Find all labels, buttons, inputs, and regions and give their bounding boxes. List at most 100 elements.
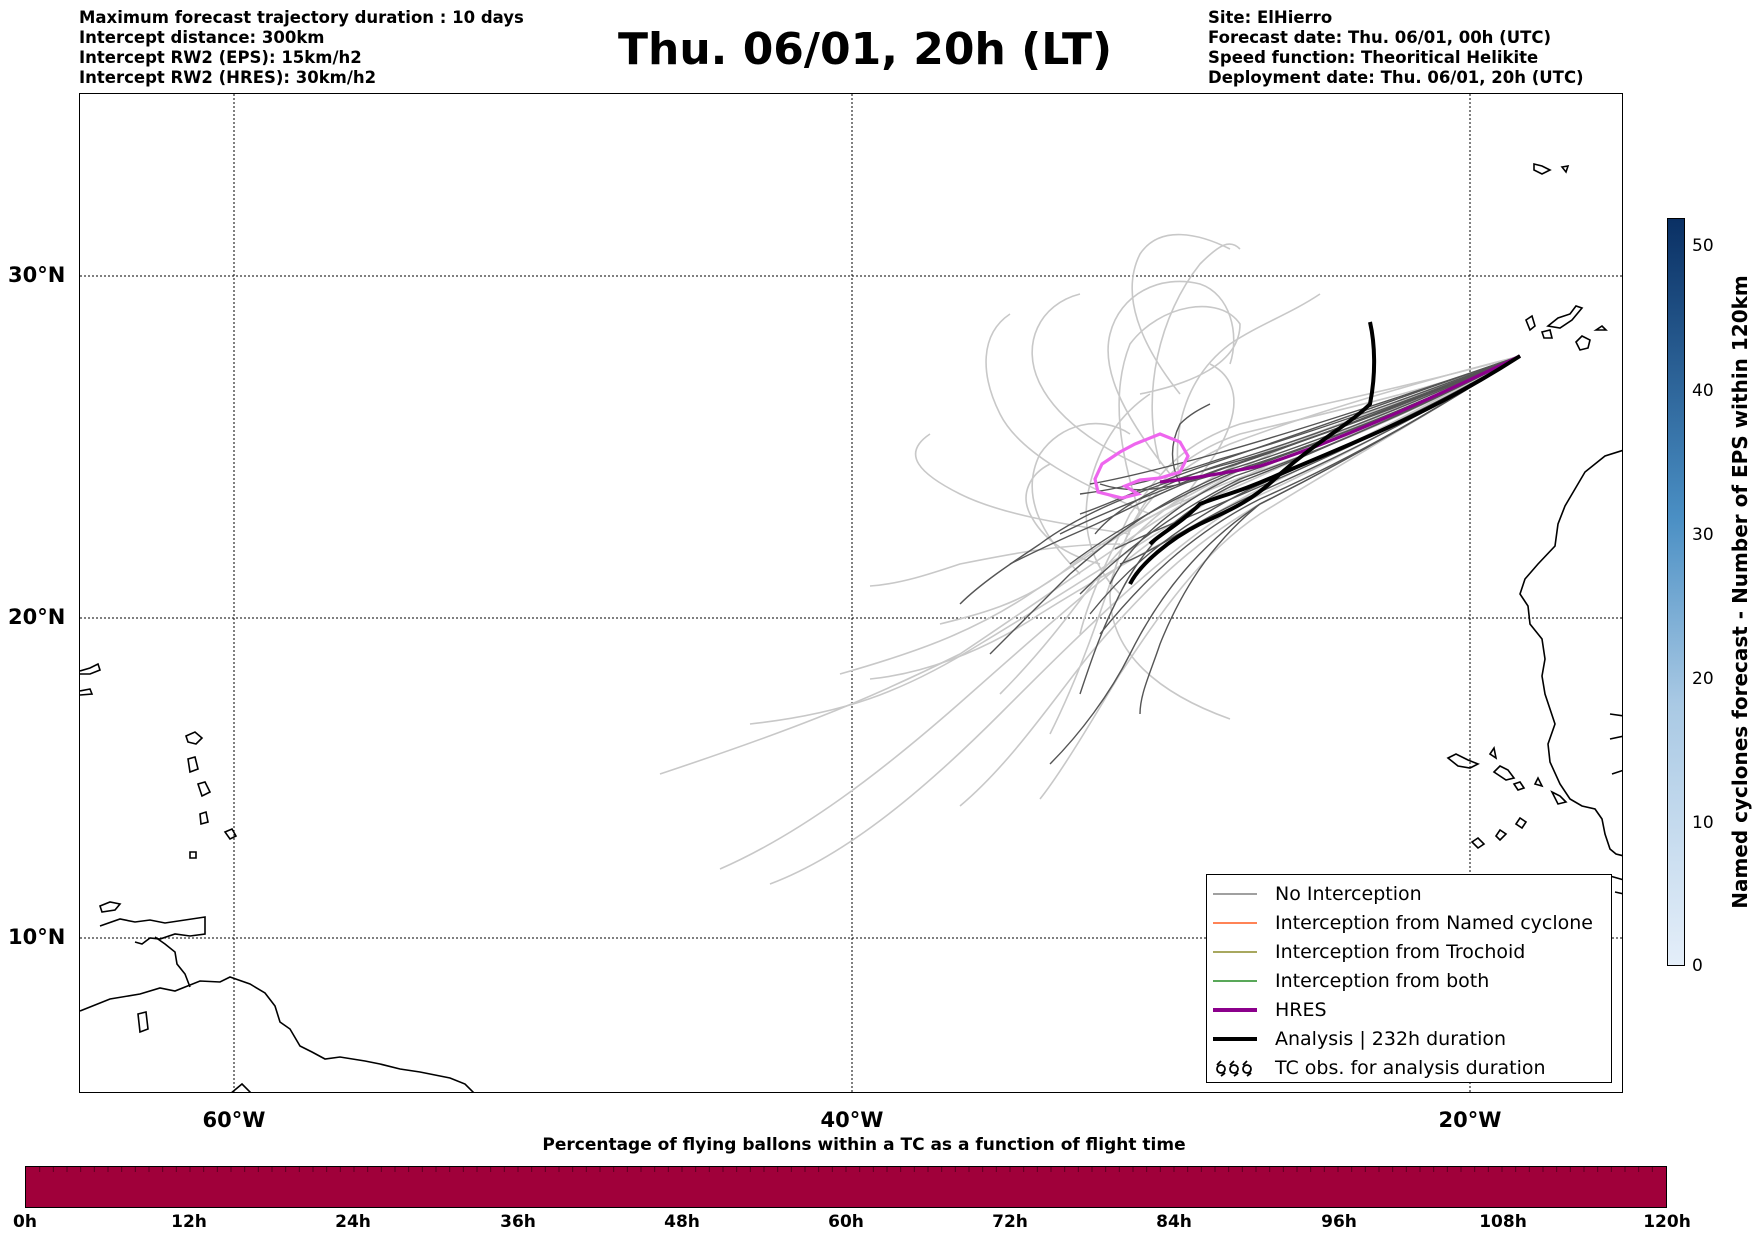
colorbar-tick-50: 50 [1692, 236, 1714, 256]
legend-item-tc-obs: TC obs. for analysis duration [1207, 1053, 1611, 1082]
eps-trajectories-dark [959, 355, 1521, 765]
hbar-tick-48h: 48h [664, 1212, 700, 1232]
coast-africa-details [1609, 713, 1622, 775]
info-max-duration: Maximum forecast trajectory duration : 1… [79, 8, 524, 27]
info-intercept-distance: Intercept distance: 300km [79, 28, 325, 47]
island-hispaniola-edge [80, 662, 101, 675]
coast-venezuela [99, 916, 206, 945]
island-st-lucia [199, 810, 209, 826]
legend-item-analysis: Analysis | 232h duration [1207, 1024, 1611, 1053]
coast-south-america [80, 976, 475, 1092]
legend-label-both: Interception from both [1275, 969, 1490, 992]
coastlines [80, 162, 1622, 1092]
eps-traj-10 [999, 355, 1521, 695]
island-puerto-rico-edge [80, 688, 94, 696]
colorbar-tick-20: 20 [1692, 669, 1714, 689]
hbar-tick-120h: 120h [1643, 1212, 1691, 1232]
eps-traj-24 [1176, 293, 1321, 485]
eps-traj-17 [1031, 293, 1161, 475]
hbar-tick-0h: 0h [13, 1212, 37, 1232]
lon-label-60: 60°W [202, 1108, 266, 1132]
info-intercept-hres: Intercept RW2 (HRES): 30km/h2 [79, 68, 377, 87]
hbar-tick-60h: 60h [828, 1212, 864, 1232]
eps-dark-16 [1099, 355, 1521, 491]
island-cape-verde-b [1512, 781, 1526, 791]
island-grenadines [223, 827, 238, 841]
eps-dark-19 [1171, 403, 1211, 485]
eps-dark-6 [1099, 355, 1521, 635]
hbar-tick-72h: 72h [992, 1212, 1028, 1232]
colorbar-tick-30: 30 [1692, 525, 1714, 545]
eps-traj-12 [1109, 355, 1521, 720]
eps-traj-4 [749, 355, 1521, 725]
eps-dark-8 [1139, 355, 1521, 715]
legend-label-analysis: Analysis | 232h duration [1275, 1027, 1507, 1050]
island-cape-verde-a [1492, 765, 1516, 781]
island-gomera [1540, 329, 1554, 339]
eps-traj-14 [1131, 233, 1231, 395]
island-coast-a [137, 1011, 149, 1034]
island-cape-verde-f [1514, 816, 1528, 830]
island-cape-verde-h [1494, 828, 1508, 842]
eps-traj-21 [1107, 280, 1235, 475]
island-tenerife [1546, 305, 1584, 329]
legend-item-both: Interception from both [1207, 966, 1611, 995]
island-guadeloupe [185, 731, 204, 745]
tc-contour [1093, 432, 1190, 500]
flight-time-bar [25, 1166, 1667, 1208]
island-cape-verde-g [1470, 836, 1486, 850]
island-cape-verde-e [1488, 745, 1498, 760]
eps-dark-4 [1079, 355, 1521, 595]
island-martinique [196, 781, 212, 798]
eps-dark-11 [1089, 355, 1521, 485]
hbar-tick-36h: 36h [500, 1212, 536, 1232]
island-gran-canaria [1575, 335, 1591, 351]
legend-label-no-interception: No Interception [1275, 882, 1422, 905]
island-fuerteventura [1593, 324, 1608, 331]
colorbar-tick-0: 0 [1692, 956, 1703, 976]
page-title: Thu. 06/01, 20h (LT) [618, 24, 1113, 75]
lon-label-20: 20°W [1438, 1108, 1502, 1132]
island-madeira [1533, 162, 1552, 175]
lat-label-10: 10°N [8, 925, 66, 949]
info-forecast-date: Forecast date: Thu. 06/01, 00h (UTC) [1208, 28, 1552, 47]
analysis-trajectory [1128, 321, 1377, 585]
coast-guiana-bend [231, 1082, 252, 1092]
island-porto-santo [1560, 164, 1570, 174]
legend-label-tc-obs: TC obs. for analysis duration [1275, 1056, 1546, 1079]
colorbar [1667, 218, 1685, 966]
coast-africa-south [1609, 875, 1622, 895]
island-africa-a [1550, 790, 1568, 805]
colorbar-tick-40: 40 [1692, 381, 1714, 401]
legend-item-trochoid: Interception from Trochoid [1207, 937, 1611, 966]
flight-time-bar-ticks [39, 1167, 1653, 1172]
eps-traj-15 [1151, 243, 1241, 465]
legend-item-named-cyclone: Interception from Named cyclone [1207, 908, 1611, 937]
eps-traj-13 [1079, 355, 1521, 635]
eps-dark-20 [1009, 355, 1521, 565]
hbar-tick-84h: 84h [1156, 1212, 1192, 1232]
island-barbados [189, 851, 197, 859]
legend-item-hres: HRES [1207, 995, 1611, 1024]
lat-label-30: 30°N [8, 263, 66, 287]
hbar-tick-96h: 96h [1321, 1212, 1357, 1232]
island-dominica [187, 756, 199, 774]
hbar-tick-24h: 24h [335, 1212, 371, 1232]
eps-traj-25 [1025, 463, 1101, 565]
info-deployment-date: Deployment date: Thu. 06/01, 20h (UTC) [1208, 68, 1584, 87]
legend-label-trochoid: Interception from Trochoid [1275, 940, 1526, 963]
colorbar-tick-10: 10 [1692, 813, 1714, 833]
coast-africa [1519, 449, 1622, 857]
hbar-tick-108h: 108h [1479, 1212, 1527, 1232]
coast-trinidad [154, 936, 191, 988]
legend-item-no-interception: No Interception [1207, 879, 1611, 908]
tc-obs-icon [1213, 1058, 1257, 1078]
bottom-bar-title: Percentage of flying ballons within a TC… [542, 1135, 1186, 1155]
eps-trajectories-light [659, 233, 1521, 885]
island-la-palma [1525, 314, 1536, 332]
info-intercept-eps: Intercept RW2 (EPS): 15km/h2 [79, 48, 362, 67]
legend-label-named-cyclone: Interception from Named cyclone [1275, 911, 1593, 934]
map-legend: No Interception Interception from Named … [1206, 874, 1612, 1083]
hres-trajectory [1159, 354, 1521, 484]
legend-label-hres: HRES [1275, 998, 1327, 1021]
